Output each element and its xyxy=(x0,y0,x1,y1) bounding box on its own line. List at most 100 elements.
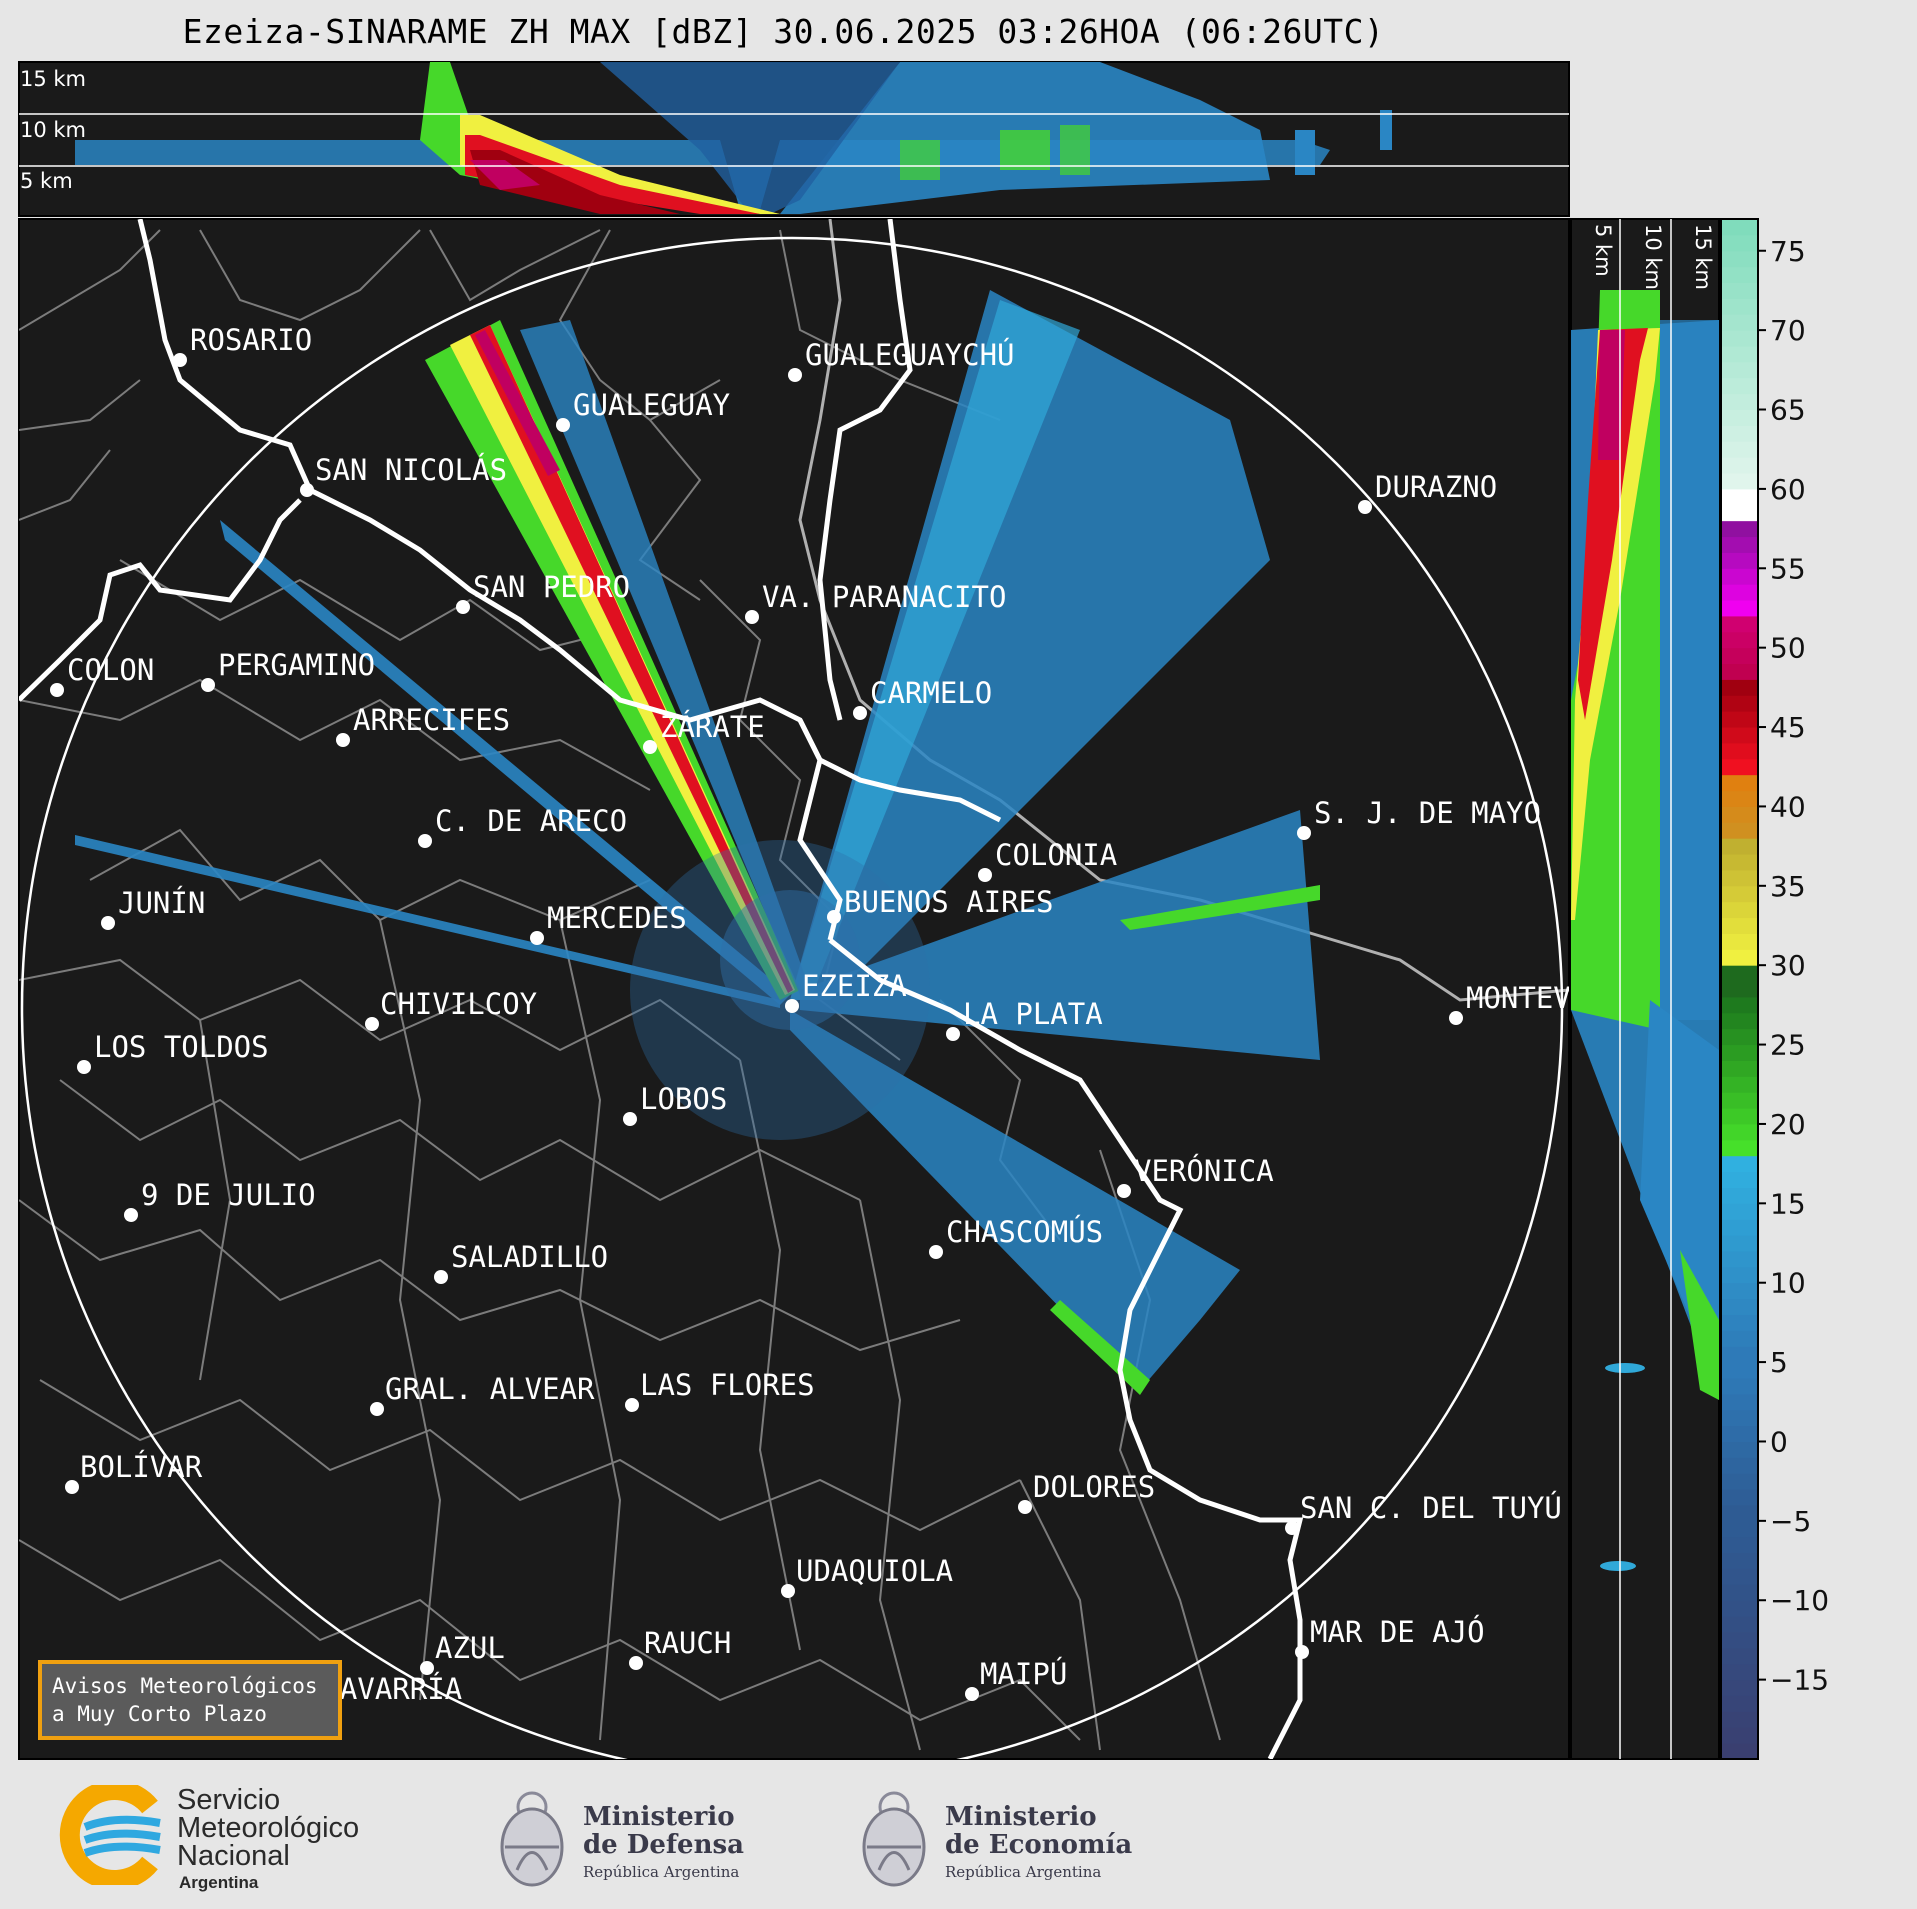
smn-line-4: Argentina xyxy=(179,1873,259,1892)
colorbar-band xyxy=(1721,790,1758,807)
colorbar-tick-label: 20 xyxy=(1770,1108,1806,1141)
svg-text:9 DE JULIO: 9 DE JULIO xyxy=(141,1178,316,1212)
colorbar-band xyxy=(1721,869,1758,887)
colorbar-bands xyxy=(1721,219,1758,1760)
colorbar-band xyxy=(1721,679,1758,696)
svg-text:VA. PARANACITO: VA. PARANACITO xyxy=(762,580,1006,614)
colorbar-band xyxy=(1721,1377,1758,1395)
colorbar-band xyxy=(1721,663,1758,680)
svg-text:COLON: COLON xyxy=(67,653,154,687)
side-panel: 5 km 10 km 15 km xyxy=(1570,218,1720,1760)
colorbar-band xyxy=(1721,346,1758,363)
svg-text:LA PLATA: LA PLATA xyxy=(963,997,1103,1031)
city-zarate: ZÁRATE xyxy=(643,710,765,754)
side-height-label: 10 km xyxy=(1641,224,1665,290)
colorbar-band xyxy=(1721,1187,1758,1204)
smn-logo: Servicio Meteorológico Nacional Argentin… xyxy=(55,1784,395,1892)
colorbar-tick-label: −15 xyxy=(1770,1664,1829,1697)
colorbar-band xyxy=(1721,1536,1758,1554)
colorbar-band xyxy=(1721,631,1758,649)
smn-line-3: Nacional xyxy=(177,1840,290,1872)
svg-text:DOLORES: DOLORES xyxy=(1033,1470,1155,1504)
colorbar-band xyxy=(1721,695,1758,712)
colorbar-band xyxy=(1721,774,1758,792)
colorbar-band xyxy=(1721,1266,1758,1284)
colorbar-band xyxy=(1721,742,1758,760)
colorbar-tick-label: 10 xyxy=(1770,1267,1806,1300)
colorbar-band xyxy=(1721,1282,1758,1300)
city-la-plata: LA PLATA xyxy=(946,997,1103,1041)
colorbar-band xyxy=(1721,1330,1758,1347)
alert-line-2: a Muy Corto Plazo xyxy=(52,1702,267,1726)
colorbar-tick-label: −5 xyxy=(1770,1505,1811,1538)
colorbar-band xyxy=(1721,1203,1758,1220)
colorbar-band xyxy=(1721,361,1758,379)
svg-text:MAIPÚ: MAIPÚ xyxy=(980,1657,1067,1691)
svg-text:SAN PEDRO: SAN PEDRO xyxy=(473,570,630,604)
city-c-de-areco: C. DE ARECO xyxy=(418,804,627,848)
svg-text:VERÓNICA: VERÓNICA xyxy=(1134,1154,1274,1188)
city-colon: COLON xyxy=(50,653,154,697)
city-san-c-del-tuyu: SAN C. DEL TUYÚ xyxy=(1285,1491,1562,1535)
colorbar-band xyxy=(1721,711,1758,728)
colorbar-band xyxy=(1721,1314,1758,1331)
colorbar-band xyxy=(1721,1425,1758,1442)
colorbar-tick-label: 55 xyxy=(1770,552,1806,585)
top-panel: 15 km 10 km 5 km xyxy=(18,61,1570,217)
city-mar-de-ajo: MAR DE AJÓ xyxy=(1295,1615,1485,1659)
colorbar-band xyxy=(1721,949,1758,966)
city-durazno: DURAZNO xyxy=(1358,470,1497,514)
colorbar-band xyxy=(1721,377,1758,395)
colorbar-band xyxy=(1721,1600,1758,1617)
colorbar-band xyxy=(1721,520,1758,538)
svg-text:PERGAMINO: PERGAMINO xyxy=(218,648,375,682)
colorbar-band xyxy=(1721,393,1758,411)
smn-line-1: Servicio xyxy=(177,1784,281,1816)
colorbar-band xyxy=(1721,1155,1758,1173)
escudo-icon xyxy=(500,1791,564,1887)
city-gualeguaychu: GUALEGUAYCHÚ xyxy=(788,338,1015,382)
colorbar-band xyxy=(1721,996,1758,1014)
colorbar-band xyxy=(1721,1076,1758,1093)
colorbar-band xyxy=(1721,1647,1758,1665)
colorbar-band xyxy=(1721,1362,1758,1379)
colorbar-band xyxy=(1721,1584,1758,1601)
colorbar-band xyxy=(1721,298,1758,315)
colorbar-band xyxy=(1721,1489,1758,1506)
svg-text:CARMELO: CARMELO xyxy=(870,676,992,710)
economia-line-3: República Argentina xyxy=(945,1863,1102,1881)
economia-line-2: de Economía xyxy=(945,1830,1133,1860)
colorbar-band xyxy=(1721,1028,1758,1046)
colorbar-band xyxy=(1721,806,1758,823)
colorbar-tick-label: 70 xyxy=(1770,314,1806,347)
city-gualeguay: GUALEGUAY xyxy=(556,388,730,432)
city-lobos: LOBOS xyxy=(623,1082,727,1126)
city-rauch: RAUCH xyxy=(629,1626,731,1670)
colorbar-band xyxy=(1721,1012,1758,1030)
colorbar-band xyxy=(1721,568,1758,585)
svg-text:GUALEGUAY: GUALEGUAY xyxy=(573,388,730,422)
colorbar-band xyxy=(1721,981,1758,998)
city-chascomus: CHASCOMÚS xyxy=(929,1215,1103,1259)
colorbar-band xyxy=(1721,1219,1758,1236)
city-san-pedro: SAN PEDRO xyxy=(456,570,630,614)
chart-title: Ezeiza-SINARAME ZH MAX [dBZ] 30.06.2025 … xyxy=(182,12,1385,51)
city-gral-alvear: GRAL. ALVEAR xyxy=(370,1372,595,1416)
colorbar-band xyxy=(1721,822,1758,839)
city-9-de-julio: 9 DE JULIO xyxy=(124,1178,316,1222)
colorbar-band xyxy=(1721,1568,1758,1585)
city-buenos-aires: BUENOS AIRES xyxy=(827,885,1054,924)
svg-text:SAN C. DEL TUYÚ: SAN C. DEL TUYÚ xyxy=(1300,1491,1562,1525)
colorbar-tick-label: 15 xyxy=(1770,1187,1806,1220)
svg-text:ZÁRATE: ZÁRATE xyxy=(660,710,765,744)
admin-boundaries xyxy=(19,229,1221,1751)
colorbar-band xyxy=(1721,1473,1758,1490)
colorbar-band xyxy=(1721,615,1758,633)
colorbar-band xyxy=(1721,1060,1758,1077)
city-colonia: COLONIA xyxy=(978,838,1117,882)
city-montevideo: MONTEV xyxy=(1449,981,1569,1025)
colorbar-band xyxy=(1721,901,1758,919)
alert-line-1: Avisos Meteorológicos xyxy=(52,1674,318,1698)
colorbar-band xyxy=(1721,965,1758,982)
